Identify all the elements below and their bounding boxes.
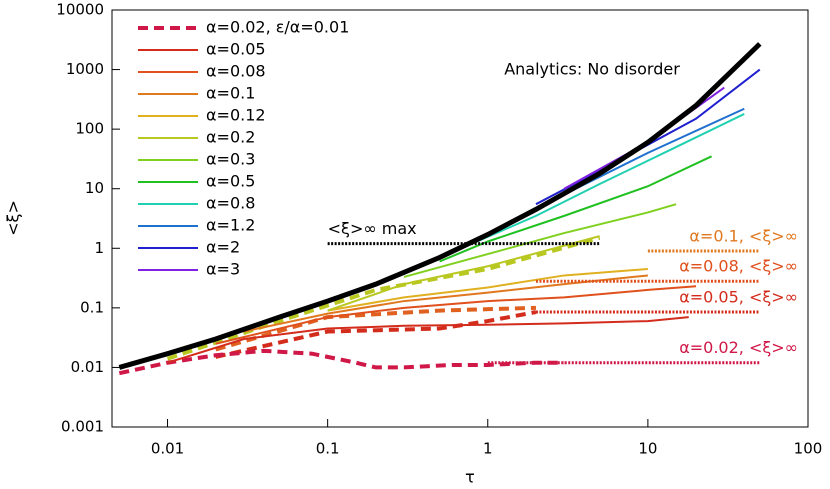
series-line (439, 155, 713, 263)
series-line (118, 348, 565, 376)
legend-label: α=0.05 (206, 40, 266, 59)
series-line (471, 113, 745, 245)
legend-label: α=0.8 (206, 194, 255, 213)
y-tick-label: 100 (75, 120, 104, 138)
legend-label: α=2 (206, 238, 240, 257)
legend-label: α=0.2 (206, 128, 255, 147)
plot-frame (111, 9, 809, 428)
legend-label: α=1.2 (206, 216, 255, 235)
x-tick-label: 100 (794, 440, 823, 458)
y-tick-label: 10000 (56, 1, 104, 19)
y-tick-label: 10 (85, 179, 104, 197)
legend-label: α=0.5 (206, 172, 255, 191)
y-tick-label: 1000 (66, 60, 104, 78)
dashed-line (215, 310, 537, 359)
limit-label: <ξ>∞ max (328, 219, 417, 238)
y-tick-label: 1 (94, 239, 104, 257)
x-axis-label: τ (465, 468, 475, 487)
x-tick-label: 10 (638, 440, 657, 458)
y-tick-label: 0.01 (71, 358, 104, 376)
limit-label: α=0.02, <ξ>∞ (679, 338, 798, 357)
dashed-line (215, 305, 537, 352)
analytic-label: Analytics: No disorder (504, 60, 680, 79)
legend-label: α=0.12 (206, 106, 266, 125)
limit-label: α=0.1, <ξ>∞ (689, 227, 798, 246)
series-line (327, 235, 600, 312)
y-tick-label: 0.001 (61, 418, 104, 436)
legend-label: α=0.3 (206, 150, 255, 169)
legend-label: α=0.1 (206, 84, 255, 103)
legend-label: α=0.08 (206, 62, 266, 81)
legend-label: α=0.02, ε/α=0.01 (206, 18, 349, 37)
series-line (215, 285, 697, 345)
y-axis-label: <ξ> (4, 200, 23, 236)
limit-label: α=0.08, <ξ>∞ (679, 257, 798, 276)
dashed-line (166, 235, 601, 361)
x-tick-label: 0.1 (316, 440, 340, 458)
series-line (167, 316, 689, 364)
y-tick-label: 0.1 (80, 298, 104, 316)
x-tick-label: 0.01 (151, 440, 184, 458)
limit-label: α=0.05, <ξ>∞ (679, 288, 798, 307)
x-tick-label: 1 (483, 440, 493, 458)
analytic-line (118, 42, 762, 370)
legend-label: α=3 (206, 260, 240, 279)
series-line (327, 267, 648, 312)
series-line (535, 68, 761, 206)
series-line (403, 203, 677, 278)
